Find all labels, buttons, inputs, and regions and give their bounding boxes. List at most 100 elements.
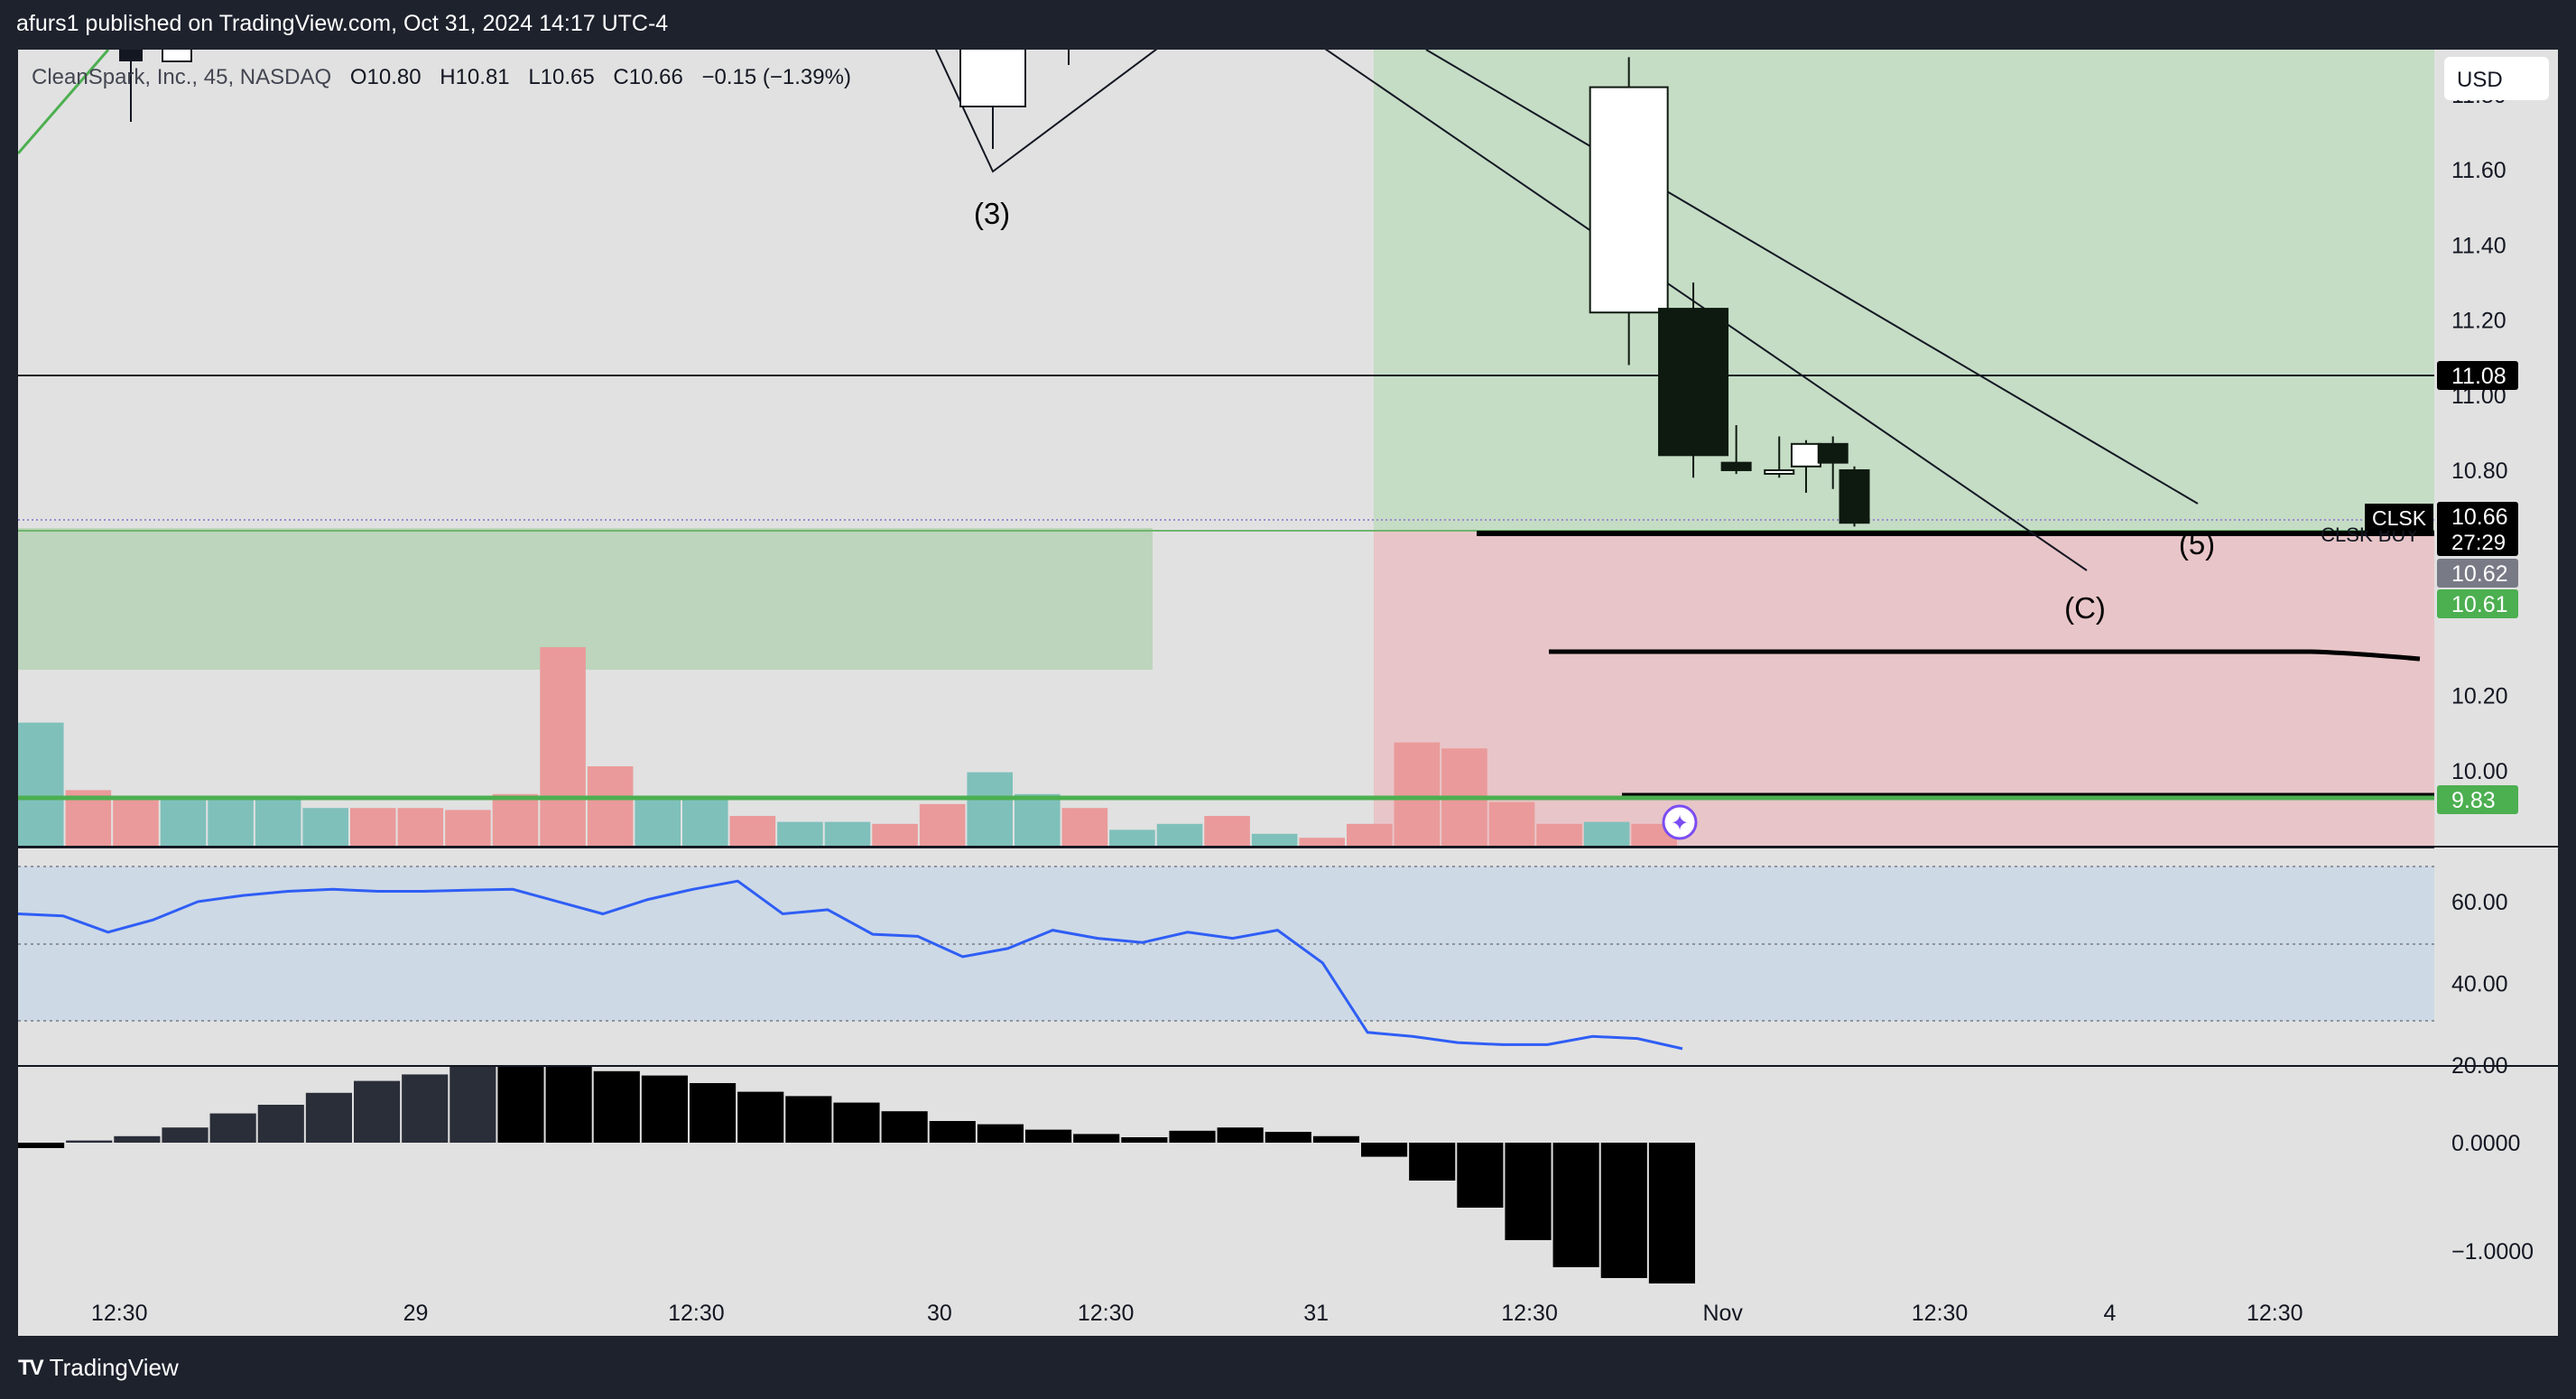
candle: [1790, 442, 1821, 468]
candle-partial: [162, 50, 192, 62]
profit-zone-right[interactable]: [1374, 50, 2434, 530]
volume-bar: [729, 816, 776, 846]
target-line-1025[interactable]: [1549, 649, 2421, 662]
price-tick-label: 10.00: [2451, 759, 2508, 784]
green-trend-line[interactable]: [18, 50, 110, 154]
tradingview-brand: TradingView: [49, 1354, 179, 1381]
volume-bar: [1488, 801, 1535, 846]
macd-bar: [881, 1111, 928, 1143]
volume-bar: [1204, 816, 1250, 846]
volume-bar: [919, 803, 966, 846]
macd-bar: [1361, 1143, 1408, 1157]
volume-bar: [492, 793, 539, 846]
rsi-tick-label: 40.00: [2451, 971, 2508, 996]
macd-bar: [162, 1127, 208, 1143]
tag-1061-bg: [2437, 589, 2518, 618]
time-tick-label: 12:30: [1912, 1301, 1969, 1326]
macd-bar: [1169, 1130, 1216, 1143]
macd-bar: [545, 1067, 592, 1143]
candle: [1817, 442, 1849, 464]
volume-bar: [635, 796, 681, 846]
candle: [1589, 86, 1669, 314]
legend-close: 10.66: [629, 65, 683, 89]
alert-marker-icon[interactable]: [1662, 804, 1698, 840]
candle: [1764, 468, 1795, 475]
macd-bar: [257, 1105, 304, 1143]
volume-bar: [113, 800, 159, 846]
volume-bar: [445, 810, 491, 846]
price-axis-bg: [2434, 50, 2558, 1283]
time-tick-label: 29: [403, 1301, 429, 1326]
legend-low-label: L: [528, 65, 540, 89]
rsi-axis-labels[interactable]: 20.00 40.00 60.00: [2451, 890, 2508, 1079]
macd-bar: [1409, 1143, 1456, 1181]
tag-1062: 10.62: [2451, 561, 2508, 587]
tag-983-bg: [2437, 785, 2518, 814]
macd-bar: [1265, 1132, 1311, 1143]
bar-countdown: 27:29: [2451, 531, 2506, 555]
macd-bar: [1505, 1143, 1552, 1240]
tag-1108: 11.08: [2451, 364, 2507, 389]
wave-label-c[interactable]: (C): [2064, 591, 2106, 625]
volume-bar: [824, 821, 871, 846]
tradingview-logo[interactable]: TV TradingView: [18, 1354, 179, 1382]
volume-bar: [1251, 833, 1298, 846]
macd-bar: [305, 1092, 352, 1143]
time-tick-label: 12:30: [2247, 1301, 2303, 1326]
volume-bar: [208, 796, 254, 846]
macd-axis-labels[interactable]: 0.0000 −1.0000: [2451, 1131, 2534, 1265]
wave-label-5[interactable]: (5): [2179, 527, 2215, 561]
price-candles: [1589, 57, 1870, 527]
legend-change: −0.15 (−1.39%): [701, 65, 850, 89]
time-tick-label: 12:30: [1501, 1301, 1558, 1326]
macd-bar: [833, 1102, 880, 1143]
profit-zone-left[interactable]: [18, 528, 1153, 670]
candle-partial: [959, 50, 1026, 107]
last-price-tag-bg: [2437, 502, 2518, 556]
volume-bar: [777, 821, 823, 846]
macd-bar: [929, 1121, 976, 1143]
volume-bar: [18, 722, 64, 846]
volume-bar: [1061, 808, 1108, 846]
macd-bar: [114, 1135, 161, 1143]
price-tick-label: 11.20: [2451, 309, 2507, 334]
currency-button[interactable]: [2444, 57, 2549, 100]
time-tick-label: 31: [1303, 1301, 1329, 1326]
rsi-tick-label: 20.00: [2451, 1053, 2508, 1079]
volume-bar: [587, 766, 634, 846]
tag-1062-bg: [2437, 559, 2518, 588]
symbol-tag-bg: [2365, 504, 2433, 531]
alert-marker-glyph: ✦: [1671, 811, 1689, 836]
rsi-line[interactable]: [18, 879, 1683, 1051]
volume-bar: [872, 823, 918, 846]
price-tick-label: 11.60: [2451, 158, 2507, 183]
trend-line-5[interactable]: [1425, 50, 2199, 505]
macd-bar: [497, 1067, 544, 1143]
macd-bar: [1217, 1127, 1264, 1143]
time-axis-labels[interactable]: 12:30 29 12:30 30 12:30 31 12:30 Nov 12:30 4 12:30: [91, 1301, 2303, 1326]
legend-open-label: O: [350, 65, 367, 89]
symbol-tag: CLSK: [2372, 506, 2427, 530]
macd-bar: [690, 1083, 737, 1143]
symbol-legend[interactable]: CleanSpark, Inc., 45, NASDAQ O10.80 H10.…: [32, 65, 851, 89]
volume-bar: [350, 808, 396, 846]
macd-bar: [402, 1074, 449, 1143]
macd-bar: [18, 1143, 65, 1148]
macd-bar: [593, 1070, 640, 1143]
volume-bar: [540, 647, 586, 846]
candle: [1839, 468, 1870, 524]
trend-line-c[interactable]: [1291, 25, 2088, 571]
wave-label-3[interactable]: (3): [974, 197, 1010, 230]
wave-path-3[interactable]: [930, 36, 1164, 173]
last-price-tag: 10.66: [2451, 505, 2508, 530]
macd-bar: [449, 1067, 496, 1143]
legend-high: 10.81: [456, 65, 510, 89]
currency-label: USD: [2457, 68, 2503, 92]
volume-bar: [1015, 793, 1061, 846]
price-tick-label: 10.80: [2451, 459, 2508, 484]
publisher-header: afurs1 published on TradingView.com, Oct…: [16, 11, 669, 36]
volume-bars: [18, 647, 1677, 846]
rsi-tick-label: 60.00: [2451, 890, 2508, 915]
volume-bar: [1394, 742, 1441, 846]
